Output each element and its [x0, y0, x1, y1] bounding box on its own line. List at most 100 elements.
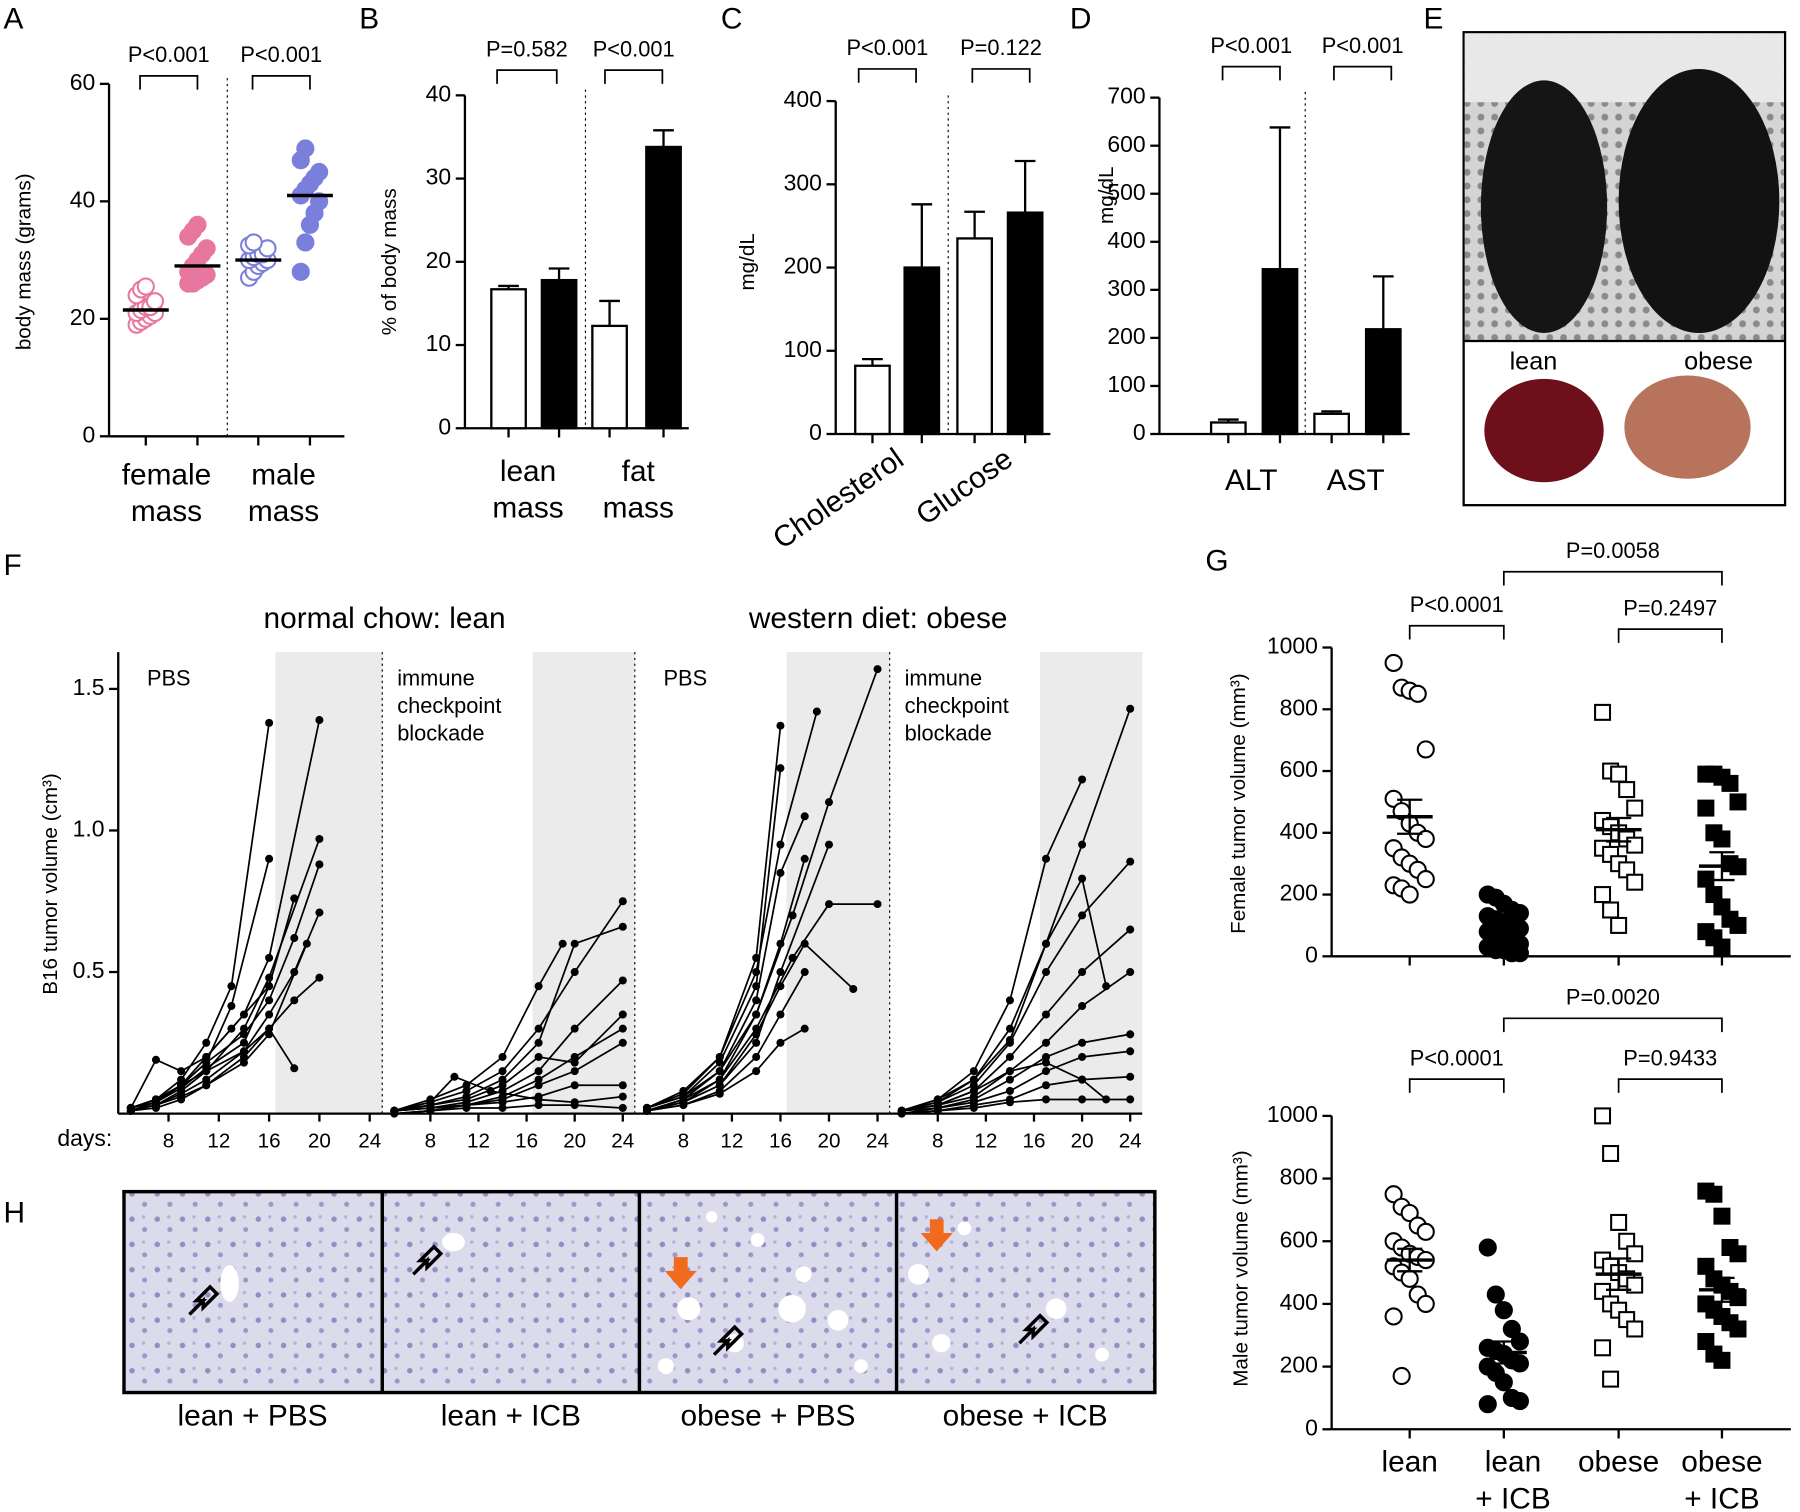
- data-point: [534, 1081, 543, 1090]
- data-point: [1126, 968, 1135, 977]
- y-axis-label: B16 tumor volume (cm³): [39, 773, 62, 995]
- y-tick-label: 20: [70, 304, 96, 330]
- data-point: [227, 982, 236, 991]
- y-tick-label: 30: [426, 164, 452, 190]
- data-point: [618, 976, 627, 985]
- data-point: [462, 1095, 471, 1104]
- comparison-bracket: [1333, 65, 1393, 81]
- shade: [1039, 652, 1143, 1114]
- data-point: [1126, 704, 1135, 713]
- mouse-line: [646, 1027, 806, 1112]
- shade: [275, 652, 383, 1114]
- data-point: [1005, 1098, 1014, 1107]
- x-tick-label: 20: [817, 1130, 840, 1153]
- data-point: [1041, 968, 1051, 977]
- data-point: [715, 1089, 724, 1098]
- data-point: [202, 1052, 211, 1061]
- data-point: [136, 277, 155, 296]
- y-tick-label: 300: [1107, 275, 1145, 301]
- data-point: [1126, 1072, 1135, 1081]
- data-point: [486, 1086, 495, 1095]
- data-point: [1392, 1366, 1411, 1386]
- data-point: [498, 1075, 507, 1084]
- data-point: [315, 834, 324, 843]
- data-point: [1618, 781, 1636, 799]
- data-point: [824, 840, 834, 849]
- y-tick-label: 0: [1305, 941, 1318, 967]
- data-point: [776, 939, 785, 948]
- y-tick-label: 10: [426, 330, 452, 356]
- bar: [1209, 421, 1247, 436]
- data-point: [202, 1038, 211, 1047]
- data-point: [1078, 1001, 1087, 1011]
- y-tick-label: 0: [809, 419, 822, 445]
- data-point: [1078, 968, 1087, 977]
- data-point: [302, 939, 311, 948]
- panel-label: immune: [397, 665, 475, 690]
- y-tick-label: 1.5: [73, 674, 105, 700]
- data-point: [265, 953, 274, 962]
- data-point: [296, 233, 315, 252]
- data-point: [570, 1024, 579, 1033]
- data-point: [570, 1058, 579, 1067]
- data-point: [1494, 1301, 1513, 1320]
- y-tick-label: 60: [70, 69, 96, 95]
- data-point: [1078, 1038, 1087, 1047]
- data-point: [315, 908, 324, 917]
- data-point: [558, 939, 567, 948]
- data-point: [1626, 1320, 1644, 1338]
- mouse-line: [394, 943, 564, 1112]
- data-point: [800, 939, 809, 948]
- data-point: [570, 1052, 579, 1061]
- comparison-bracket: [1408, 1078, 1505, 1093]
- data-point: [1610, 916, 1628, 934]
- data-point: [897, 1106, 906, 1115]
- data-point: [969, 1103, 978, 1112]
- y-tick-label: 0: [1133, 419, 1146, 445]
- photo-e: [1462, 31, 1787, 507]
- comparison-bracket: [139, 74, 199, 90]
- data-point: [290, 934, 299, 943]
- y-tick-label: 20: [426, 247, 452, 273]
- x-tick-label: 20: [1071, 1130, 1094, 1153]
- data-point: [1005, 1067, 1014, 1076]
- data-point: [776, 1038, 785, 1047]
- data-point: [534, 1024, 543, 1033]
- panel-label: checkpoint: [397, 693, 501, 718]
- data-point: [1041, 1052, 1051, 1061]
- comparison-bracket: [1502, 570, 1723, 586]
- data-point: [1005, 1052, 1014, 1061]
- panel-letter: A: [3, 3, 23, 36]
- panel-letter: F: [3, 549, 21, 582]
- x-tick-label: Glucose: [910, 442, 1019, 532]
- data-point: [1510, 1392, 1529, 1411]
- data-point: [1729, 1289, 1747, 1307]
- histology-label: lean + PBS: [178, 1400, 328, 1433]
- mouse-line: [130, 898, 296, 1112]
- mouse-line: [130, 722, 270, 1109]
- data-point: [1486, 1285, 1505, 1304]
- x-tick-label: ALT: [1225, 464, 1277, 497]
- data-point: [776, 721, 785, 730]
- data-point: [498, 1103, 507, 1112]
- data-point: [1005, 996, 1014, 1005]
- data-point: [1078, 911, 1087, 920]
- data-point: [145, 292, 165, 311]
- data-point: [849, 985, 858, 994]
- data-point: [202, 1081, 211, 1090]
- x-tick-label: 8: [678, 1130, 690, 1153]
- data-point: [1400, 885, 1419, 904]
- y-tick-label: 400: [1107, 227, 1145, 253]
- comparison-label: P=0.9433: [1623, 1045, 1717, 1070]
- y-tick-label: 0: [1305, 1414, 1318, 1440]
- y-tick-label: 400: [1280, 818, 1318, 844]
- x-tick-label: 8: [425, 1130, 437, 1153]
- data-point: [812, 707, 821, 716]
- data-point: [1078, 1095, 1087, 1104]
- x-tick-label: 12: [720, 1130, 743, 1153]
- data-point: [1602, 901, 1620, 919]
- mouse-line: [901, 779, 1083, 1112]
- data-point: [776, 840, 785, 849]
